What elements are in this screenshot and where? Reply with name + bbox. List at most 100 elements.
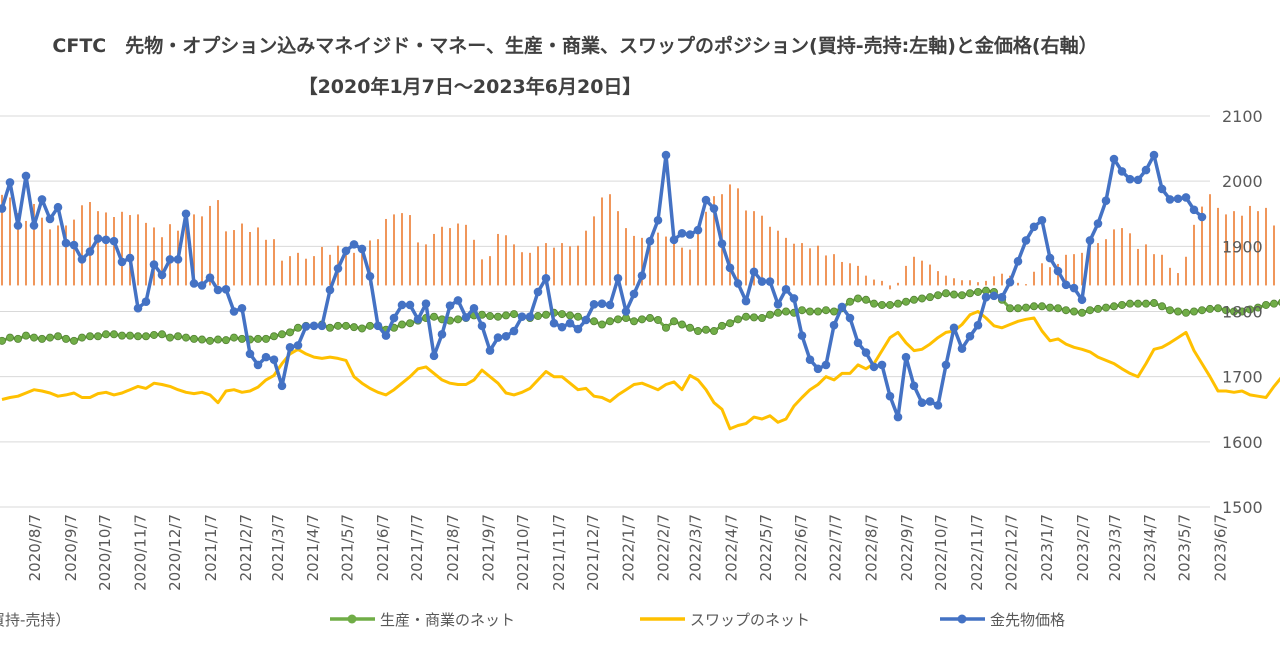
managed-money-bar: [113, 217, 115, 286]
x-tick-label: 2020/10/7: [96, 514, 114, 591]
gold-price-point: [1069, 283, 1079, 293]
gold-price-point: [373, 321, 383, 331]
gold-price-point: [829, 320, 839, 330]
producer-point: [221, 336, 230, 345]
gold-price-point: [93, 234, 103, 243]
gold-price-point: [581, 315, 591, 325]
producer-point: [397, 320, 406, 329]
managed-money-bar: [825, 255, 827, 286]
managed-money-bar: [1081, 252, 1083, 286]
producer-point: [630, 317, 639, 326]
producer-point: [501, 311, 510, 320]
producer-point: [1222, 306, 1231, 315]
gold-price-point: [261, 352, 271, 362]
gold-price-point: [501, 331, 511, 341]
managed-money-bar: [1169, 267, 1171, 286]
gold-price-point: [997, 292, 1007, 302]
gold-price-point: [805, 355, 815, 365]
producer-point: [13, 334, 22, 343]
x-tick-label: 2022/12/7: [1003, 514, 1021, 591]
legend-label: マネイジド・マネー（買持-売持）: [0, 611, 70, 629]
producer-point: [718, 321, 727, 330]
producer-point: [365, 321, 374, 330]
managed-money-bar: [785, 237, 787, 286]
producer-point: [165, 333, 174, 342]
x-tick-label: 2022/7/7: [827, 514, 845, 581]
gold-price-point: [1165, 195, 1175, 204]
managed-money-bar: [617, 211, 619, 286]
gold-price-point: [589, 300, 599, 309]
gold-price-point: [1053, 266, 1063, 276]
gold-price-point: [5, 178, 15, 187]
managed-money-bar: [169, 224, 171, 286]
x-tick-label: 2022/11/7: [968, 514, 986, 591]
producer-point: [429, 312, 438, 321]
producer-point: [670, 317, 679, 326]
producer-point: [862, 295, 871, 304]
x-tick-label: 2022/10/7: [932, 514, 950, 591]
gold-price-point: [149, 260, 159, 269]
gold-price-point: [1085, 236, 1095, 245]
gold-price-point: [645, 236, 655, 246]
managed-money-bar: [609, 194, 611, 286]
managed-money-bar: [41, 217, 43, 286]
x-tick-label: 2021/8/7: [444, 514, 462, 581]
managed-money-bar: [73, 219, 75, 286]
gridlines: [0, 115, 1210, 508]
managed-money-bar: [545, 243, 547, 286]
gold-price-point: [125, 253, 135, 263]
swap-net-line: [1, 310, 1280, 431]
managed-money-bar: [185, 217, 187, 286]
managed-money-bar: [1193, 224, 1195, 286]
producer-point: [213, 335, 222, 344]
producer-point: [62, 334, 71, 343]
producer-point: [1006, 304, 1015, 313]
x-tick-label: 2021/5/7: [339, 514, 357, 581]
managed-money-bar: [1257, 211, 1259, 286]
managed-money-bar: [233, 230, 235, 286]
gold-price-point: [965, 331, 975, 341]
gold-price-point: [701, 195, 711, 205]
gold-price-point: [1093, 219, 1103, 228]
gold-price-point: [893, 412, 903, 422]
producer-point: [1206, 304, 1215, 313]
managed-money-bar: [793, 243, 795, 286]
gold-price-point: [1101, 196, 1111, 206]
managed-money-bar: [377, 239, 379, 286]
gold-price-point: [1181, 193, 1191, 202]
managed-money-bar: [953, 278, 955, 286]
producer-point: [606, 317, 615, 326]
producer-point: [974, 287, 983, 296]
x-tick-label: 2021/9/7: [479, 514, 497, 581]
managed-money-bar: [625, 228, 627, 286]
producer-point: [1038, 302, 1047, 311]
gold-price-point: [109, 236, 119, 246]
gold-price-point: [773, 300, 783, 309]
gold-price-point: [333, 264, 343, 273]
x-tick-label: 2022/8/7: [863, 514, 881, 581]
producer-point: [38, 334, 47, 343]
producer-point: [702, 325, 711, 334]
managed-money-bar: [897, 282, 899, 286]
producer-point: [1246, 305, 1255, 314]
gold-price-point: [205, 273, 215, 282]
managed-money-bar: [1161, 254, 1163, 286]
managed-money-bar: [769, 226, 771, 286]
managed-money-bar: [385, 218, 387, 286]
managed-money-bar: [1233, 211, 1235, 286]
producer-point: [1118, 300, 1127, 309]
managed-money-bar: [9, 197, 11, 286]
managed-money-bar: [489, 256, 491, 286]
managed-money-bar: [305, 258, 307, 286]
managed-money-bar: [1273, 225, 1275, 286]
gold-price-point: [141, 297, 151, 307]
producer-point: [966, 289, 975, 298]
producer-point: [261, 334, 270, 343]
gold-price-point: [317, 321, 327, 331]
producer-point: [646, 314, 655, 323]
managed-money-bar: [961, 280, 963, 286]
gold-price-point: [613, 273, 623, 283]
producer-point: [189, 334, 198, 343]
managed-money-bar: [697, 230, 699, 286]
